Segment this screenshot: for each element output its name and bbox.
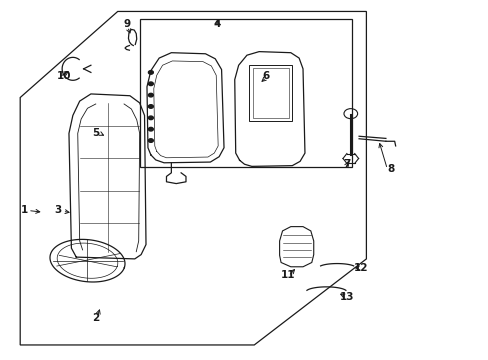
Text: 10: 10 bbox=[57, 71, 71, 81]
Circle shape bbox=[148, 82, 153, 86]
Bar bbox=[252, 68, 288, 118]
Text: 8: 8 bbox=[386, 164, 394, 174]
Circle shape bbox=[148, 71, 153, 74]
Bar bbox=[140, 19, 351, 167]
Bar bbox=[249, 65, 292, 121]
Circle shape bbox=[148, 105, 153, 108]
Text: 9: 9 bbox=[123, 19, 131, 29]
Circle shape bbox=[148, 116, 153, 120]
Circle shape bbox=[148, 139, 153, 142]
Text: 4: 4 bbox=[214, 19, 221, 29]
Circle shape bbox=[148, 127, 153, 131]
Circle shape bbox=[148, 93, 153, 97]
Text: 6: 6 bbox=[262, 71, 269, 81]
Text: 2: 2 bbox=[92, 313, 99, 323]
Text: 5: 5 bbox=[92, 129, 99, 138]
Text: 13: 13 bbox=[339, 292, 353, 302]
Text: 12: 12 bbox=[353, 263, 368, 273]
Text: 11: 11 bbox=[281, 270, 295, 280]
Text: 7: 7 bbox=[343, 159, 350, 169]
Text: 3: 3 bbox=[55, 206, 61, 216]
Text: 1: 1 bbox=[20, 206, 28, 216]
